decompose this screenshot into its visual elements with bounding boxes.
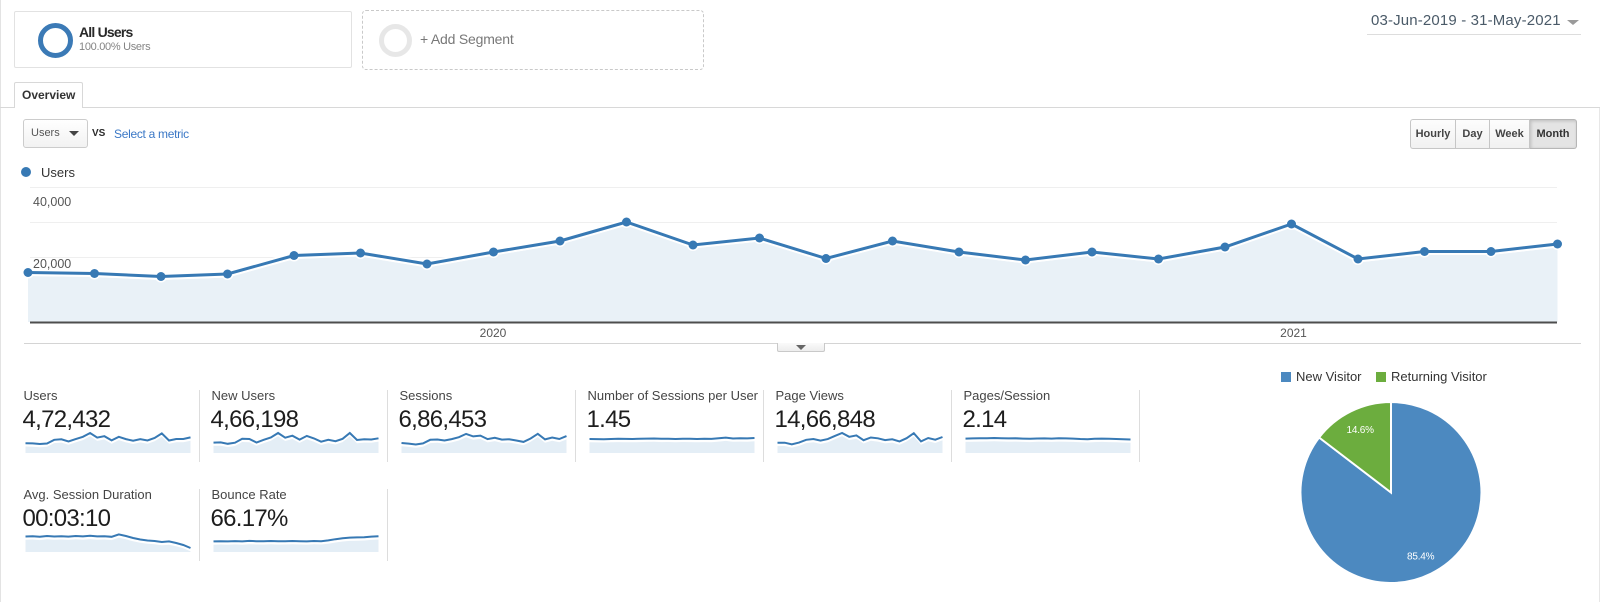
svg-text:85.4%: 85.4%: [1407, 552, 1435, 563]
svg-text:14.6%: 14.6%: [1347, 425, 1375, 436]
